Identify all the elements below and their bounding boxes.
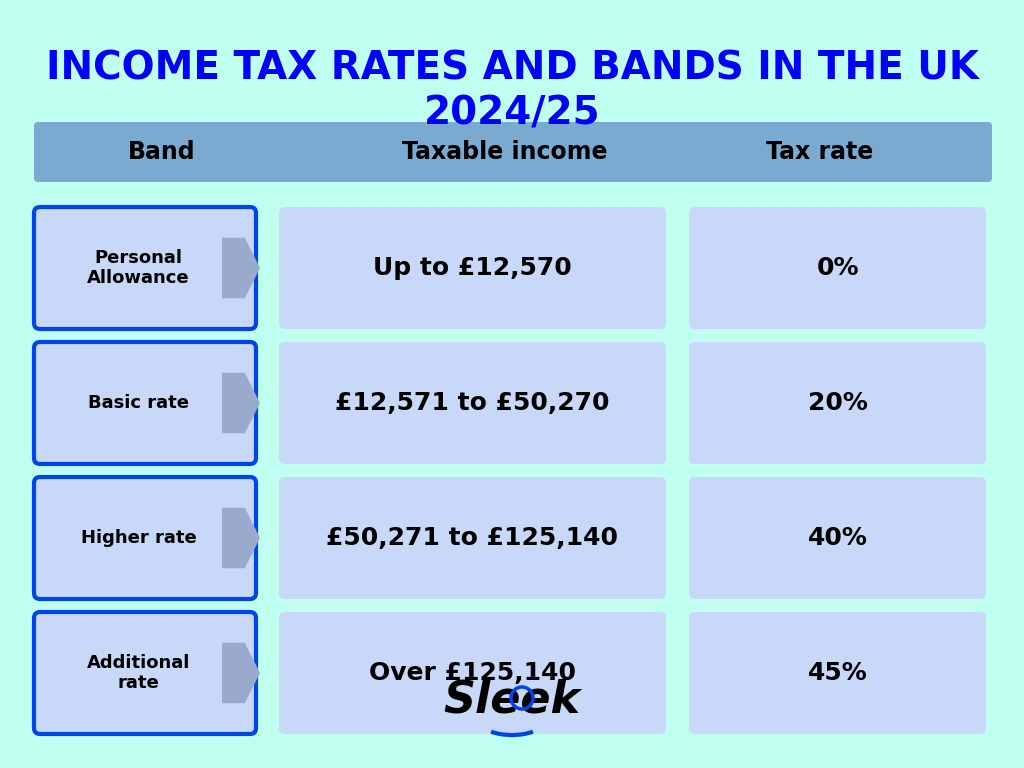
FancyBboxPatch shape — [689, 477, 986, 599]
Text: Up to £12,570: Up to £12,570 — [373, 256, 571, 280]
Text: £50,271 to £125,140: £50,271 to £125,140 — [327, 526, 618, 550]
FancyBboxPatch shape — [689, 612, 986, 734]
Text: Sleek: Sleek — [443, 678, 581, 721]
Text: 2024/25: 2024/25 — [424, 94, 600, 132]
Text: 45%: 45% — [808, 661, 867, 685]
Text: 0%: 0% — [816, 256, 859, 280]
Text: Tax rate: Tax rate — [766, 140, 873, 164]
Text: 40%: 40% — [808, 526, 867, 550]
Text: Band: Band — [128, 140, 196, 164]
FancyBboxPatch shape — [279, 612, 666, 734]
FancyBboxPatch shape — [279, 207, 666, 329]
FancyBboxPatch shape — [34, 207, 256, 329]
Text: £12,571 to £50,270: £12,571 to £50,270 — [335, 391, 609, 415]
Text: Additional
rate: Additional rate — [87, 654, 190, 693]
FancyBboxPatch shape — [34, 477, 256, 599]
Polygon shape — [222, 508, 260, 568]
FancyBboxPatch shape — [34, 122, 992, 182]
Polygon shape — [222, 643, 260, 703]
FancyBboxPatch shape — [34, 342, 256, 464]
FancyBboxPatch shape — [279, 342, 666, 464]
Text: Basic rate: Basic rate — [88, 394, 189, 412]
FancyBboxPatch shape — [34, 612, 256, 734]
Text: INCOME TAX RATES AND BANDS IN THE UK: INCOME TAX RATES AND BANDS IN THE UK — [45, 49, 979, 87]
Polygon shape — [222, 372, 260, 433]
Polygon shape — [222, 238, 260, 298]
Text: Taxable income: Taxable income — [402, 140, 608, 164]
Text: Higher rate: Higher rate — [81, 529, 197, 547]
Text: Personal
Allowance: Personal Allowance — [87, 249, 190, 287]
FancyBboxPatch shape — [689, 342, 986, 464]
Text: 20%: 20% — [808, 391, 867, 415]
FancyBboxPatch shape — [689, 207, 986, 329]
FancyBboxPatch shape — [279, 477, 666, 599]
Text: Over £125,140: Over £125,140 — [369, 661, 575, 685]
